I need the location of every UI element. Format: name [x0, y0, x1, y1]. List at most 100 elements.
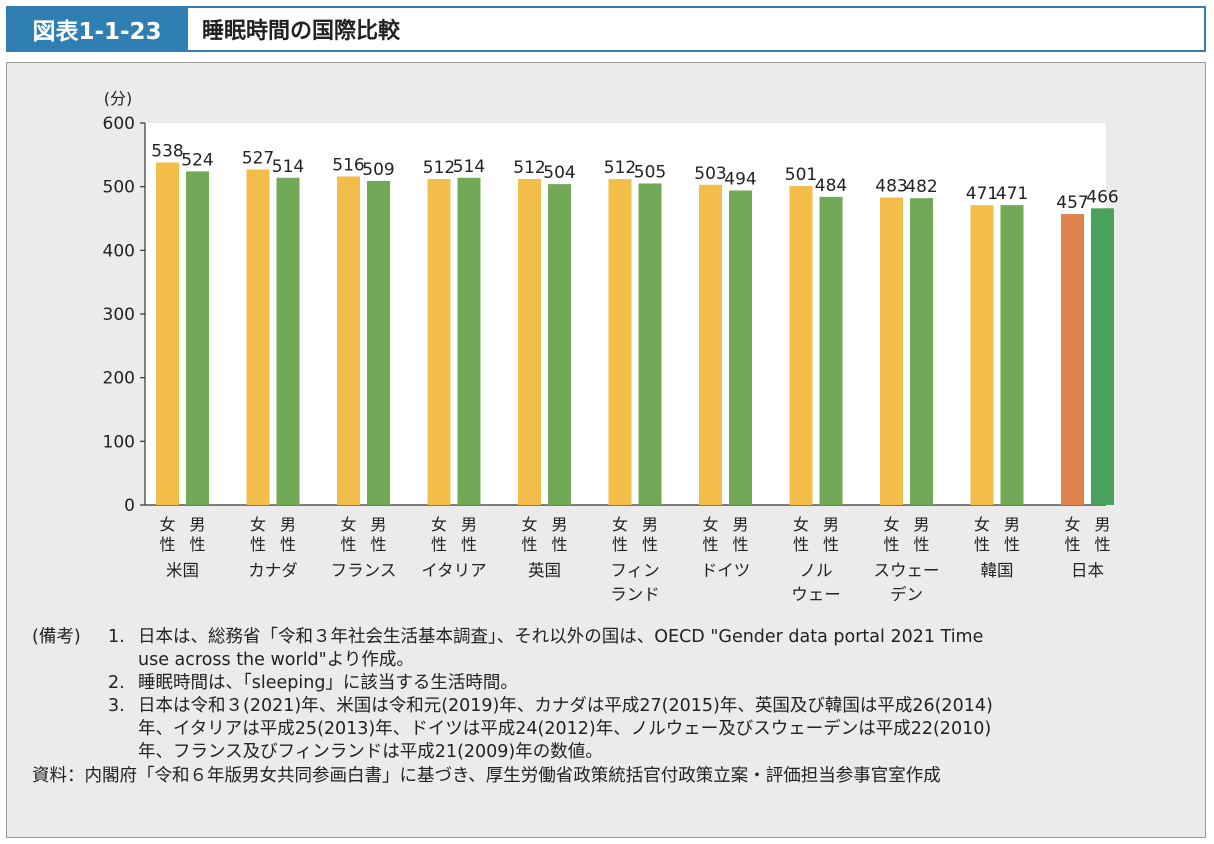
y-tick-label: 500 [103, 178, 135, 198]
series-tick-label: 性 [159, 535, 175, 554]
bar [457, 177, 481, 505]
data-label: 484 [815, 176, 847, 196]
bar [1000, 205, 1024, 505]
data-label: 457 [1056, 193, 1088, 213]
source-note: 資料：内閣府「令和６年版男女共同参画白書」に基づき、厚生労働省政策統括官付政策立… [32, 766, 941, 786]
series-tick-label: 性 [913, 535, 929, 554]
series-tick-label: 性 [461, 535, 477, 554]
category-label: フランス [331, 561, 397, 580]
series-tick-label: 女 [250, 515, 266, 534]
figure-number: 図表1-1-23 [6, 6, 188, 52]
series-tick-label: 男 [1004, 515, 1020, 534]
series-tick-label: 女 [702, 515, 718, 534]
bar [1091, 208, 1114, 505]
category-label: 日本 [1071, 561, 1104, 580]
series-tick-label: 男 [461, 515, 477, 534]
series-tick-label: 性 [612, 535, 628, 554]
series-tick-label: 性 [1064, 535, 1080, 554]
data-label: 509 [362, 160, 394, 180]
y-tick-label: 200 [103, 369, 135, 389]
category-label: 米国 [166, 561, 199, 580]
data-label: 501 [785, 165, 817, 185]
series-tick-label: 男 [280, 515, 296, 534]
data-label: 538 [151, 141, 183, 161]
bar [518, 179, 541, 505]
series-tick-label: 性 [280, 535, 296, 554]
data-label: 512 [604, 158, 636, 178]
bar [699, 184, 722, 506]
note-item: 3. 日本は令和３(2021)年、米国は令和元(2019)年、カナダは平成27(… [32, 695, 1192, 764]
category-label: ノル [800, 561, 833, 580]
series-tick-label: 男 [732, 515, 748, 534]
bar [608, 179, 632, 505]
data-label: 527 [242, 148, 274, 168]
data-label: 512 [423, 158, 455, 178]
note-line: 日本は令和３(2021)年、米国は令和元(2019)年、カナダは平成27(201… [138, 696, 993, 716]
bar [789, 186, 813, 505]
bar [729, 190, 752, 505]
note-line: 日本は、総務省「令和３年社会生活基本調査」、それ以外の国は、OECD "Gend… [138, 627, 984, 647]
category-label: スウェー [874, 561, 940, 580]
data-label: 483 [875, 176, 907, 196]
data-label: 524 [181, 150, 213, 170]
series-tick-label: 性 [883, 535, 899, 554]
data-label: 514 [272, 157, 304, 177]
series-tick-label: 性 [189, 535, 205, 554]
bar [367, 180, 390, 506]
bar [427, 179, 451, 505]
series-tick-label: 性 [431, 535, 447, 554]
data-label: 512 [513, 158, 545, 178]
bar [638, 183, 662, 505]
series-tick-label: 女 [793, 515, 809, 534]
category-label: フィン [610, 561, 659, 580]
note-item: (備考) 1. 日本は、総務省「令和３年社会生活基本調査」、それ以外の国は、OE… [32, 626, 1192, 672]
notes-prefix: (備考) [32, 627, 81, 647]
bar [819, 196, 843, 505]
y-tick-label: 300 [103, 305, 135, 325]
notes: (備考) 1. 日本は、総務省「令和３年社会生活基本調査」、それ以外の国は、OE… [32, 626, 1192, 788]
series-tick-label: 性 [974, 535, 990, 554]
series-tick-label: 男 [370, 515, 386, 534]
bar [156, 162, 179, 505]
series-tick-label: 性 [732, 535, 748, 554]
series-tick-label: 女 [974, 515, 990, 534]
category-label: 英国 [528, 561, 561, 580]
bar [276, 177, 300, 505]
data-label: 516 [332, 155, 364, 175]
series-tick-label: 男 [823, 515, 839, 534]
y-tick-label: 400 [103, 241, 135, 261]
y-tick-label: 0 [124, 496, 135, 516]
category-label: ドイツ [701, 561, 751, 580]
series-tick-label: 性 [250, 535, 266, 554]
series-tick-label: 性 [1094, 535, 1110, 554]
series-tick-label: 女 [340, 515, 356, 534]
data-label: 504 [543, 163, 575, 183]
note-line: 年、フランス及びフィンランドは平成21(2009)年の数値。 [138, 742, 603, 762]
data-label: 471 [996, 184, 1028, 204]
series-tick-label: 性 [1004, 535, 1020, 554]
note-number: 1. [108, 627, 125, 647]
series-tick-label: 女 [1064, 515, 1080, 534]
bar [186, 171, 209, 506]
series-tick-label: 性 [823, 535, 839, 554]
series-tick-label: 性 [340, 535, 356, 554]
series-tick-label: 女 [883, 515, 899, 534]
series-tick-label: 性 [370, 535, 386, 554]
category-label: ウェー [791, 585, 841, 604]
bar [880, 197, 903, 506]
series-tick-label: 男 [189, 515, 205, 534]
series-tick-label: 男 [913, 515, 929, 534]
bar [1061, 214, 1084, 505]
category-label: カナダ [248, 561, 298, 580]
series-tick-label: 性 [521, 535, 537, 554]
series-tick-label: 女 [159, 515, 175, 534]
series-tick-label: 男 [642, 515, 658, 534]
data-label: 482 [905, 177, 937, 197]
category-label: 韓国 [981, 561, 1014, 580]
series-tick-label: 女 [521, 515, 537, 534]
category-label: イタリア [421, 561, 486, 580]
bar [246, 169, 270, 505]
note-number: 3. [108, 696, 125, 716]
series-tick-label: 性 [793, 535, 809, 554]
